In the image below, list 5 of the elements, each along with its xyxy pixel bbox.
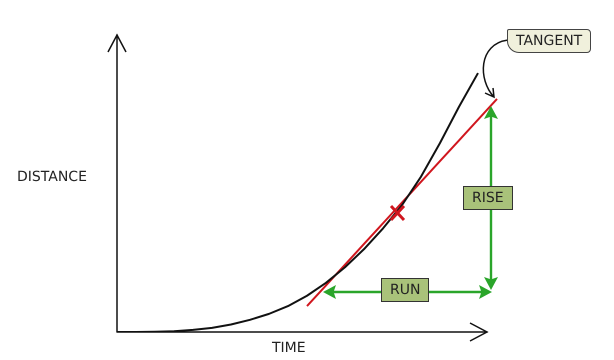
y-axis-title: DISTANCE [17,169,87,185]
annotation: RISE [463,186,513,210]
annotation: RUN [381,278,430,302]
x-axis-title: TIME [272,340,306,356]
text: TANGENT [507,29,592,53]
